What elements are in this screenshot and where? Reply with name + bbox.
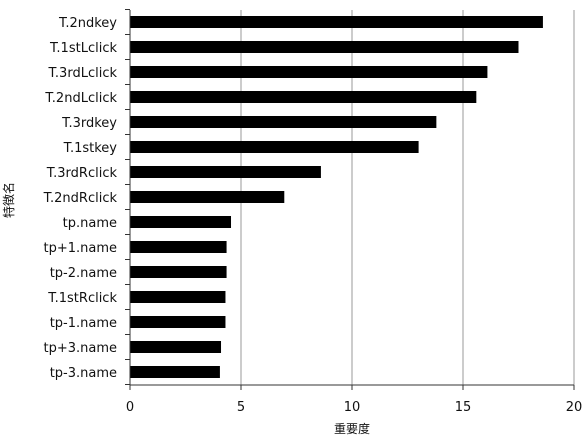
category-label: tp+1.name	[43, 241, 117, 256]
x-tick-label: 0	[126, 400, 134, 415]
category-label: tp-2.name	[50, 266, 117, 281]
x-tick-label: 15	[455, 400, 472, 415]
category-label: T.3rdkey	[61, 116, 117, 131]
category-label: tp-1.name	[50, 316, 117, 331]
category-label: T.1stRclick	[47, 291, 117, 306]
x-tick-label: 5	[237, 400, 245, 415]
x-tick-label: 20	[566, 400, 583, 415]
category-label: tp+3.name	[43, 341, 117, 356]
bar	[130, 291, 226, 303]
x-tick-label: 10	[344, 400, 361, 415]
bar	[130, 241, 227, 253]
bar	[130, 16, 543, 28]
label-layer: T.2ndkey T.1stLclick T.3rdLclick T.2ndLclic…	[43, 16, 583, 415]
x-axis-title: 重要度	[334, 421, 370, 436]
y-axis-title: 特徴名	[1, 182, 16, 218]
category-label: T.3rdLclick	[48, 66, 118, 81]
category-label: T.1stLclick	[49, 41, 117, 56]
bar	[130, 41, 519, 53]
category-label: T.2ndkey	[58, 16, 117, 31]
bar	[130, 216, 232, 228]
bar	[130, 66, 488, 78]
bar	[130, 191, 285, 203]
category-label: T.3rdRclick	[46, 166, 118, 181]
bar	[130, 266, 227, 278]
bar	[130, 91, 477, 103]
bar	[130, 341, 222, 353]
category-label: T.2ndRclick	[43, 191, 118, 206]
category-label: T.1stkey	[63, 141, 118, 156]
bar	[130, 166, 321, 178]
category-label: tp-3.name	[50, 366, 117, 381]
axis-layer	[125, 9, 575, 390]
bar	[130, 316, 226, 328]
bar-layer	[130, 16, 543, 378]
bar	[130, 116, 437, 128]
category-label: tp.name	[63, 216, 117, 231]
category-label: T.2ndLclick	[44, 91, 117, 106]
bar	[130, 141, 419, 153]
bar	[130, 366, 220, 378]
